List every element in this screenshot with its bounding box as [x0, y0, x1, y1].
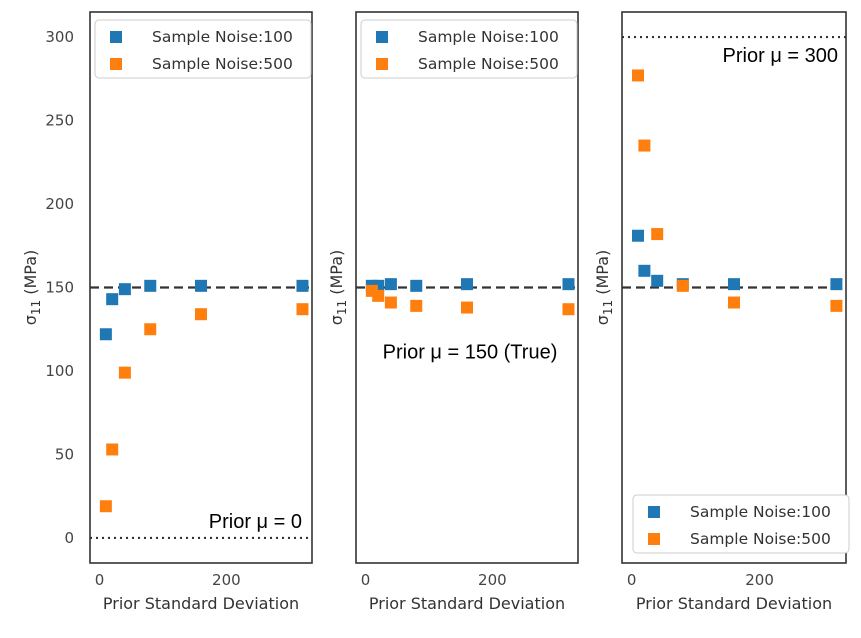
- point-noise-500: [638, 139, 651, 152]
- point-noise-100: [144, 279, 157, 292]
- point-noise-500: [562, 303, 575, 316]
- panel-1: 0 200 0 50 100 150 200 250 300 Prior Standard Dev…: [21, 11, 313, 613]
- point-noise-100: [830, 278, 843, 291]
- y-tick-label: 50: [55, 445, 74, 463]
- legend-label: Sample Noise:500: [152, 55, 293, 73]
- point-noise-100: [106, 293, 119, 306]
- y-tick-label: 300: [45, 28, 74, 46]
- x-tick-label: 200: [478, 571, 507, 589]
- point-noise-500: [195, 308, 207, 321]
- y-tick-label: 200: [45, 195, 74, 213]
- y-tick-label: 0: [64, 529, 74, 547]
- y-tick-label: 250: [45, 112, 74, 130]
- x-tick-label: 200: [745, 571, 774, 589]
- panel-2: 0 200 Prior Standard Deviation σ11 (MPa) Pri…: [327, 11, 579, 613]
- point-noise-100: [296, 279, 309, 292]
- point-noise-100: [384, 278, 397, 291]
- panel-3: 0 200 Prior Standard Deviation σ11 (MPa) Pri…: [593, 11, 850, 613]
- y-axis-label: σ11 (MPa): [21, 250, 43, 326]
- point-noise-100: [99, 328, 112, 341]
- plot-frame: [621, 11, 847, 564]
- point-noise-500: [118, 366, 131, 379]
- prior-annotation: Prior μ = 150 (True): [383, 342, 558, 364]
- point-noise-100: [651, 274, 664, 287]
- legend-box: [632, 494, 850, 554]
- point-noise-500: [461, 301, 473, 314]
- x-tick-label: 0: [95, 571, 105, 589]
- legend-label: Sample Noise:100: [418, 28, 559, 46]
- y-tick-label: 100: [45, 362, 74, 380]
- point-noise-500: [296, 303, 309, 316]
- legend-marker: [376, 58, 388, 70]
- y-tick-label: 150: [45, 279, 74, 297]
- point-noise-100: [461, 278, 473, 291]
- legend-marker: [110, 31, 122, 43]
- plot-frame: [355, 11, 579, 564]
- legend: Sample Noise:100 Sample Noise:500: [94, 19, 312, 79]
- point-noise-100: [728, 278, 740, 291]
- legend-label: Sample Noise:100: [690, 503, 831, 521]
- legend-label: Sample Noise:500: [690, 530, 831, 548]
- legend-box: [94, 19, 312, 79]
- point-noise-500: [651, 228, 664, 241]
- y-axis-label: σ11 (MPa): [327, 250, 349, 326]
- point-noise-100: [118, 283, 131, 296]
- point-noise-500: [372, 289, 385, 302]
- point-noise-500: [830, 299, 843, 312]
- legend-label: Sample Noise:500: [418, 55, 559, 73]
- point-noise-100: [562, 278, 575, 291]
- legend-marker: [376, 31, 388, 43]
- point-noise-500: [144, 323, 157, 336]
- point-noise-500: [676, 279, 689, 292]
- point-noise-500: [99, 500, 112, 513]
- legend-label: Sample Noise:100: [152, 28, 293, 46]
- x-axis-label: Prior Standard Deviation: [369, 594, 565, 613]
- point-noise-500: [728, 296, 740, 309]
- legend-marker: [110, 58, 122, 70]
- x-tick-label: 0: [627, 571, 637, 589]
- y-axis-label: σ11 (MPa): [593, 250, 615, 326]
- point-noise-100: [638, 264, 651, 277]
- point-noise-500: [632, 69, 644, 82]
- x-axis-label: Prior Standard Deviation: [636, 594, 832, 613]
- point-noise-500: [106, 443, 119, 456]
- x-tick-label: 0: [361, 571, 371, 589]
- point-noise-500: [384, 296, 397, 309]
- x-axis-label: Prior Standard Deviation: [103, 594, 299, 613]
- point-noise-100: [195, 279, 207, 292]
- prior-annotation: Prior μ = 300: [723, 45, 838, 67]
- point-noise-100: [632, 229, 644, 242]
- point-noise-100: [410, 279, 423, 292]
- plot-frame: [89, 11, 313, 564]
- prior-annotation: Prior μ = 0: [209, 511, 302, 533]
- x-tick-label: 200: [212, 571, 241, 589]
- legend-box: [360, 19, 578, 79]
- point-noise-500: [410, 299, 423, 312]
- legend: Sample Noise:100 Sample Noise:500: [360, 19, 578, 79]
- legend-marker: [648, 533, 660, 545]
- legend: Sample Noise:100 Sample Noise:500: [632, 494, 850, 554]
- legend-marker: [648, 506, 660, 518]
